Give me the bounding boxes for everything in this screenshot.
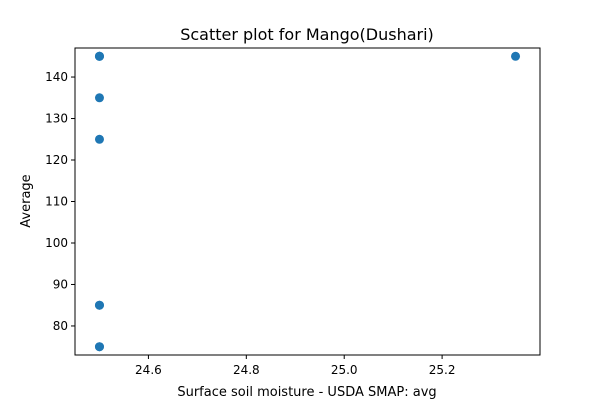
y-tick-label: 100	[45, 236, 68, 250]
y-tick-label: 130	[45, 112, 68, 126]
data-points	[94, 51, 521, 352]
x-axis-label: Surface soil moisture - USDA SMAP: avg	[177, 385, 436, 400]
y-tick-label: 80	[53, 319, 68, 333]
axes-frame	[74, 47, 541, 356]
data-point	[94, 300, 104, 310]
y-tick-label: 90	[53, 277, 68, 291]
y-tick-label: 140	[45, 70, 68, 84]
x-tick-label: 25.0	[331, 363, 358, 377]
data-point	[94, 93, 104, 103]
y-axis-label: Average	[19, 174, 34, 227]
x-tick-label: 24.8	[233, 363, 260, 377]
x-axis-ticks: 24.6 24.8 25.0 25.2	[135, 355, 455, 377]
data-point	[94, 342, 104, 352]
y-tick-label: 110	[45, 195, 68, 209]
x-tick-label: 25.2	[429, 363, 456, 377]
plot-area: 24.6 24.8 25.0 25.2 80 90 100 110 120 130 140	[45, 47, 541, 377]
data-point	[511, 51, 521, 61]
y-tick-label: 120	[45, 153, 68, 167]
chart-title: Scatter plot for Mango(Dushari)	[180, 25, 434, 44]
data-point	[94, 134, 104, 144]
x-tick-label: 24.6	[135, 363, 162, 377]
y-axis-ticks: 80 90 100 110 120 130 140	[45, 70, 75, 333]
data-point	[94, 51, 104, 61]
